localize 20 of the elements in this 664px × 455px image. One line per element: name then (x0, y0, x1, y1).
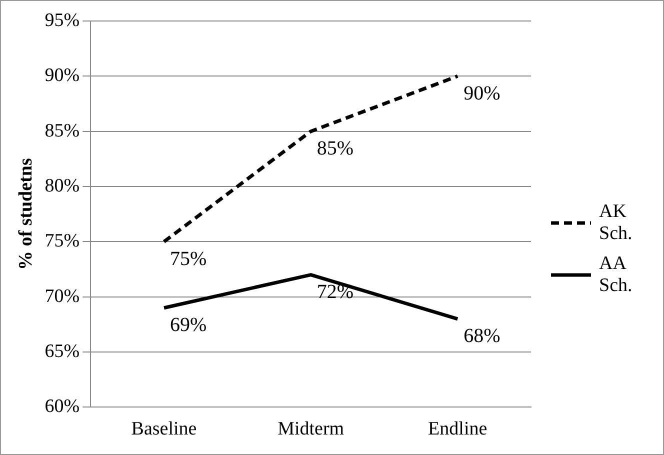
legend-label: AK Sch. (599, 201, 634, 245)
y-tick-label: 90% (44, 65, 80, 86)
data-label: 90% (464, 82, 500, 104)
y-tick-label: 95% (44, 10, 80, 31)
data-label: 85% (316, 138, 354, 160)
y-tick-label: 60% (44, 396, 80, 418)
data-label: 72% (316, 281, 354, 304)
y-tick-label: 65% (44, 341, 80, 362)
y-axis-title: % of studetns (15, 158, 36, 270)
y-tick-label: 85% (44, 120, 80, 142)
data-label: 69% (170, 314, 207, 336)
y-tick-label: 75% (44, 230, 80, 252)
y-tick-label: 80% (44, 176, 80, 196)
data-label: 68% (464, 325, 500, 348)
x-tick-label: Midterm (278, 418, 344, 440)
y-tick-label: 70% (44, 286, 80, 307)
data-label: 75% (170, 248, 207, 270)
x-tick-label: Baseline (131, 418, 197, 440)
x-tick-label: Endline (428, 418, 488, 440)
legend-label: AA Sch. (599, 253, 634, 297)
